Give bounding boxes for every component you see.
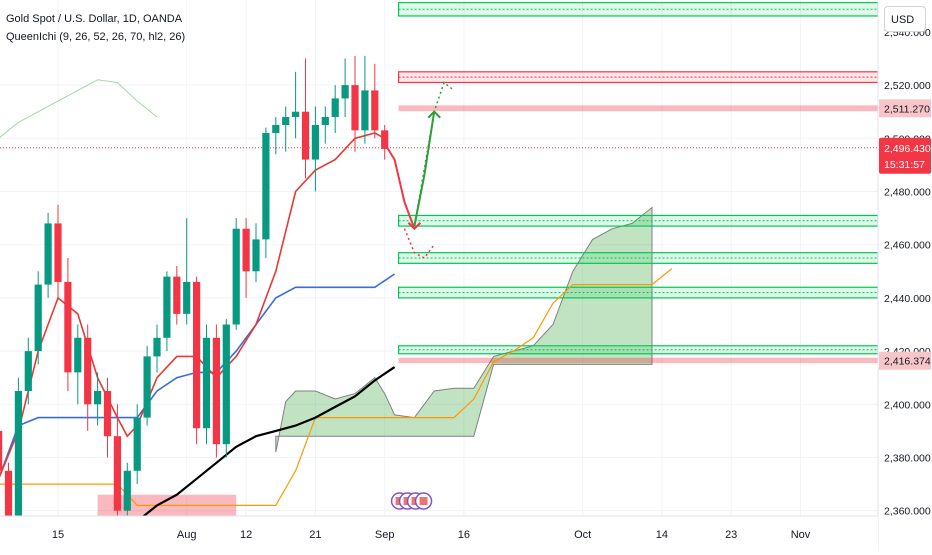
projection-dotted-down [403, 228, 435, 259]
indicator-label: QueenIchi (9, 26, 52, 26, 70, hl2, 26) [6, 31, 186, 43]
x-tick-label: Oct [574, 529, 591, 541]
candle-body [163, 276, 171, 338]
candle-body [301, 111, 310, 160]
candle-body [361, 90, 369, 131]
candle-body [173, 276, 181, 314]
level-price-tag [879, 99, 931, 118]
candle-body [94, 390, 102, 405]
x-tick-label: Sep [375, 529, 395, 541]
candle-body [64, 281, 72, 373]
candle-body [282, 117, 290, 126]
resistance-zone [397, 71, 879, 84]
ichimoku-cloud [275, 206, 653, 453]
y-tick-label: 2,440.000 [884, 293, 931, 305]
level-price-label: 2,416.374 [884, 356, 931, 368]
candle-body [74, 337, 82, 373]
y-tick-label: 2,380.000 [884, 452, 931, 464]
currency-button[interactable]: USD [884, 6, 926, 32]
time-axis [0, 516, 878, 550]
candle-body [292, 111, 300, 118]
arrowhead-up [427, 110, 441, 119]
y-tick-label: 2,480.000 [884, 187, 931, 199]
candle-body [341, 85, 349, 99]
x-tick-label: 14 [656, 529, 668, 541]
candle-body [222, 324, 230, 445]
candle-body [212, 337, 220, 445]
y-tick-label: 2,460.000 [884, 240, 931, 252]
price-axis [878, 0, 932, 550]
candle-body [0, 430, 3, 471]
candle-body [311, 125, 319, 160]
candle-body [331, 98, 339, 118]
candle-body [44, 223, 52, 285]
x-tick-label: 16 [458, 529, 470, 541]
y-tick-label: 2,360.000 [884, 506, 931, 518]
candle-body [4, 470, 13, 516]
candle-body [54, 223, 62, 282]
candle-body [371, 90, 379, 131]
candle-body [24, 351, 32, 391]
projection-dotted-up [413, 81, 455, 227]
projection-down-line [383, 143, 416, 230]
y-tick-label: 2,520.000 [884, 80, 931, 92]
x-tick-label: 23 [725, 529, 737, 541]
support-zone [397, 345, 879, 355]
x-tick-label: 21 [309, 529, 321, 541]
candle-body [14, 390, 22, 516]
support-zone [397, 286, 879, 299]
countdown-label: 15:31:57 [884, 159, 925, 171]
resistance-zone [398, 105, 878, 112]
y-tick-label: 2,400.000 [884, 399, 931, 411]
candle-body [321, 117, 329, 126]
event-flag-icon [419, 497, 428, 505]
candle-body [113, 436, 121, 511]
candle-body [242, 228, 250, 272]
x-tick-label: Nov [791, 529, 811, 541]
candle-body [143, 356, 151, 418]
resistance-zone [398, 357, 878, 364]
candle-body [123, 470, 131, 511]
candle-body [193, 281, 201, 429]
candle-body [262, 132, 270, 240]
projection-up-line [413, 111, 436, 227]
lagging-line [0, 79, 158, 138]
candle-body [103, 390, 112, 437]
x-tick-label: Aug [177, 529, 197, 541]
arrowhead-down [407, 222, 422, 231]
support-zone [397, 214, 879, 227]
chart-legend: Gold Spot / U.S. Dollar, 1D, OANDA Queen… [6, 10, 185, 46]
candle-body [133, 417, 141, 471]
candle-body [351, 85, 359, 131]
level-price-tag [879, 351, 931, 370]
candle-body [252, 239, 260, 272]
candle-body [232, 228, 240, 325]
last-price-label: 2,496.430 [884, 143, 931, 155]
support-zone [397, 252, 879, 264]
candle-body [183, 281, 191, 314]
senkou-b-line [0, 268, 673, 506]
support-zone [397, 2, 879, 17]
kijun-line [0, 273, 396, 478]
candle-body [84, 337, 92, 405]
x-tick-label: 12 [240, 529, 252, 541]
level-price-label: 2,511.270 [884, 103, 930, 115]
symbol-title: Gold Spot / U.S. Dollar, 1D, OANDA [6, 13, 183, 25]
candle-body [34, 284, 42, 352]
tenkan-line [0, 132, 386, 478]
candle-body [272, 125, 280, 133]
candle-body [202, 337, 211, 429]
chikou-line [116, 366, 396, 539]
x-tick-label: 15 [52, 529, 64, 541]
candle-body [381, 130, 389, 149]
candle-body [153, 337, 161, 357]
last-price-tag [879, 137, 931, 174]
